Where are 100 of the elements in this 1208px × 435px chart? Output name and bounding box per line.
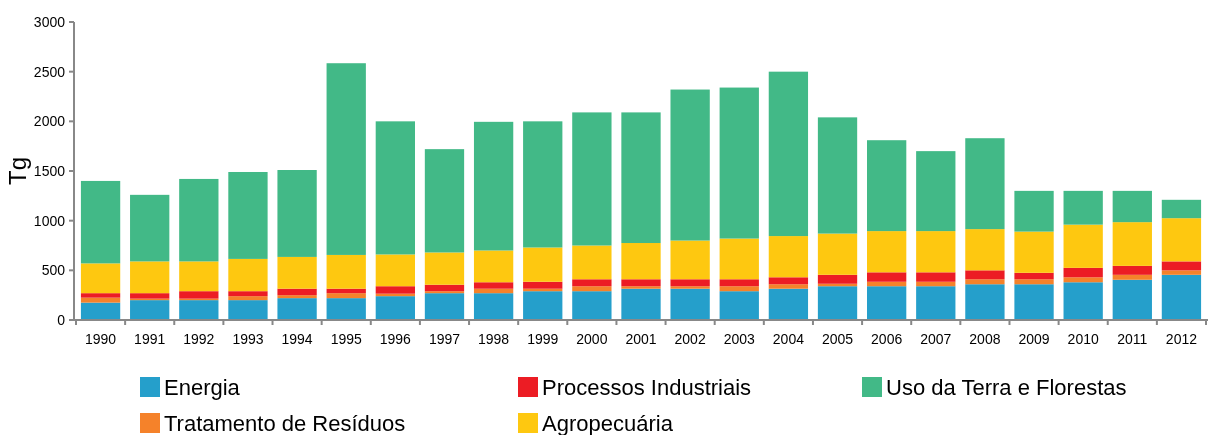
x-tick-label: 1991 <box>134 331 166 347</box>
bar <box>326 254 366 289</box>
bar <box>768 277 809 285</box>
bar <box>277 256 317 289</box>
bar <box>768 288 809 320</box>
bar <box>1063 277 1103 283</box>
bar <box>1161 218 1202 262</box>
bar <box>572 245 612 280</box>
x-tick-label: 2005 <box>821 331 854 347</box>
bar <box>80 297 121 303</box>
bar <box>1014 272 1054 280</box>
bar <box>1112 274 1152 280</box>
bar <box>916 272 956 282</box>
bar <box>867 140 907 232</box>
bar <box>326 293 366 299</box>
bar <box>277 298 317 320</box>
x-tick-label: 2008 <box>969 331 1001 347</box>
x-tick-label: 2004 <box>772 331 805 347</box>
bar <box>1161 261 1202 271</box>
x-tick-label: 2012 <box>1165 331 1198 347</box>
bar <box>1014 190 1054 232</box>
bar <box>228 300 268 320</box>
bar <box>1112 265 1152 275</box>
bar <box>326 63 366 255</box>
bar <box>572 286 612 292</box>
bar <box>965 270 1005 280</box>
y-tick-label: 1500 <box>33 162 66 179</box>
bar <box>523 247 563 282</box>
bar <box>572 291 612 320</box>
bar <box>719 279 759 287</box>
bar <box>817 274 858 284</box>
y-tick-label: 500 <box>41 262 66 279</box>
bar <box>965 229 1005 271</box>
bar <box>375 296 415 320</box>
bar <box>670 279 710 287</box>
bar <box>719 291 759 320</box>
bar <box>130 261 170 294</box>
x-tick-label: 1996 <box>379 331 412 347</box>
bar <box>228 296 268 301</box>
y-tick-label: 3000 <box>33 13 66 30</box>
y-tick-label: 2500 <box>33 63 66 80</box>
y-tick-label: 1000 <box>33 212 66 229</box>
bar <box>424 252 465 285</box>
bar <box>228 171 268 259</box>
bar <box>80 293 121 298</box>
bar <box>965 279 1005 285</box>
bar <box>228 258 268 292</box>
bar <box>1014 284 1054 320</box>
bar <box>670 288 710 320</box>
bar <box>523 291 563 320</box>
bar <box>473 250 514 283</box>
bar <box>375 254 415 287</box>
x-tick-label: 2011 <box>1117 331 1148 347</box>
bar <box>867 272 907 282</box>
x-tick-label: 2006 <box>871 331 903 347</box>
bar <box>473 121 514 251</box>
bar <box>719 286 759 292</box>
bar <box>130 194 170 262</box>
x-tick-label: 2009 <box>1018 331 1050 347</box>
x-tick-label: 1997 <box>428 331 461 347</box>
x-tick-label: 1992 <box>183 331 215 347</box>
bar <box>424 284 465 292</box>
bar <box>719 238 759 280</box>
bar <box>670 89 710 241</box>
y-axis-title: Tg <box>4 156 31 186</box>
legend-label: Tratamento de Resíduos <box>164 410 406 435</box>
bar <box>1112 279 1152 320</box>
bar <box>179 178 219 262</box>
bar <box>80 302 121 320</box>
bar <box>768 284 809 289</box>
x-tick-label: 2007 <box>920 331 952 347</box>
bar <box>621 243 661 280</box>
bar <box>817 286 858 320</box>
legend-label: Processos Industriais <box>542 374 752 400</box>
bar <box>179 291 219 299</box>
bar <box>130 300 170 320</box>
x-tick-label: 2003 <box>723 331 756 347</box>
bar <box>916 231 956 273</box>
bar <box>80 180 121 264</box>
bar <box>1112 190 1152 223</box>
bar <box>277 288 317 296</box>
bar <box>1063 190 1103 225</box>
bar <box>572 112 612 246</box>
bar <box>473 293 514 320</box>
x-tick-label: 1994 <box>281 331 313 347</box>
bar <box>1161 270 1202 275</box>
x-tick-label: 1999 <box>527 331 559 347</box>
x-tick-label: 2001 <box>625 331 657 347</box>
x-tick-label: 2010 <box>1067 331 1099 347</box>
legend-label: Energia <box>164 374 241 400</box>
bar <box>1063 267 1103 278</box>
bar <box>375 286 415 294</box>
bar <box>621 112 661 244</box>
bar <box>572 279 612 287</box>
bar <box>179 261 219 292</box>
bar <box>621 286 661 289</box>
bar <box>817 117 858 234</box>
y-tick-label: 2000 <box>33 113 66 130</box>
x-tick-label: 2000 <box>576 331 608 347</box>
bar <box>817 233 858 275</box>
